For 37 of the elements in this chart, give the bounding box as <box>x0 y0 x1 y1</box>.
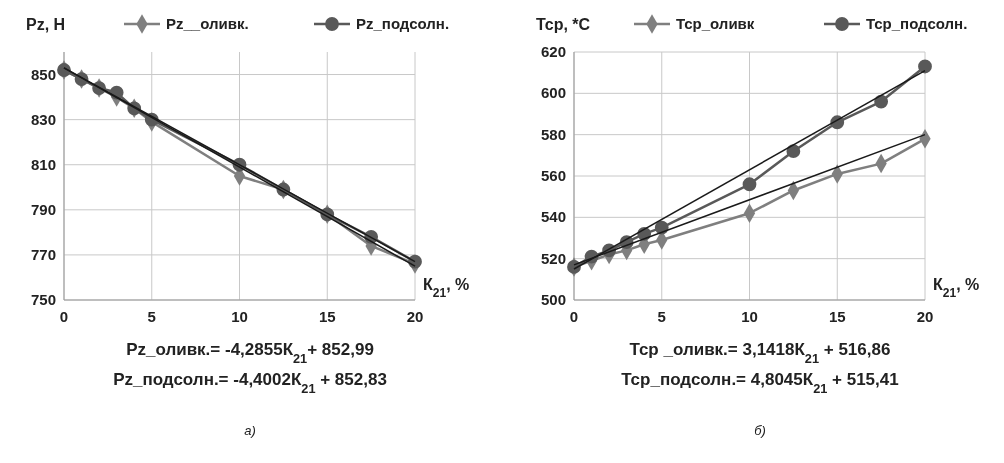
y-axis-title: Тср, *С <box>536 16 591 33</box>
y-tick-label: 750 <box>30 291 56 308</box>
x-tick-label: 5 <box>147 308 156 325</box>
y-tick-label: 520 <box>540 249 566 267</box>
x-tick-label: 10 <box>741 308 758 325</box>
x-axis-title: К$_{21}$, % <box>423 276 470 300</box>
x-tick-label: 0 <box>59 308 69 325</box>
x-tick-label: 15 <box>318 308 336 325</box>
y-tick-label: 580 <box>540 125 566 143</box>
y-tick-label: 500 <box>540 291 566 308</box>
x-tick-label: 15 <box>828 308 846 325</box>
y-tick-label: 830 <box>30 110 56 128</box>
y-tick-label: 560 <box>540 167 566 184</box>
text: Тср _оливк.= 3,1418К$_{21}$ + 516,86 <box>629 340 891 366</box>
text: б) <box>754 423 766 438</box>
y-tick-label: 540 <box>540 208 566 226</box>
x-axis-title: К$_{21}$, % <box>933 276 980 300</box>
x-tick-label: 20 <box>916 308 934 325</box>
text: Pz_оливк.= -4,2855К$_{21}$+ 852,99 <box>126 340 374 366</box>
legend-label: Pz__оливк. <box>166 15 249 32</box>
text: а) <box>244 423 256 438</box>
legend-label: Pz_подсолн. <box>356 15 450 32</box>
y-tick-label: 810 <box>30 155 56 173</box>
y-tick-label: 850 <box>30 65 56 83</box>
y-axis-title: Pz, Н <box>26 16 66 33</box>
legend-label: Тср_подсолн. <box>866 15 968 32</box>
x-tick-label: 0 <box>569 308 579 325</box>
legend-label: Тср_оливк <box>676 15 755 32</box>
y-tick-label: 620 <box>540 43 566 60</box>
y-tick-label: 790 <box>30 200 56 218</box>
y-tick-label: 600 <box>540 84 566 102</box>
x-tick-label: 20 <box>406 308 424 325</box>
y-tick-label: 770 <box>30 245 56 263</box>
text: Pz_подсолн.= -4,4002К$_{21}$ + 852,83 <box>113 370 387 396</box>
x-tick-label: 5 <box>657 308 666 325</box>
x-tick-label: 10 <box>231 308 248 325</box>
text: Тср_подсолн.= 4,8045К$_{21}$ + 515,41 <box>621 370 899 396</box>
